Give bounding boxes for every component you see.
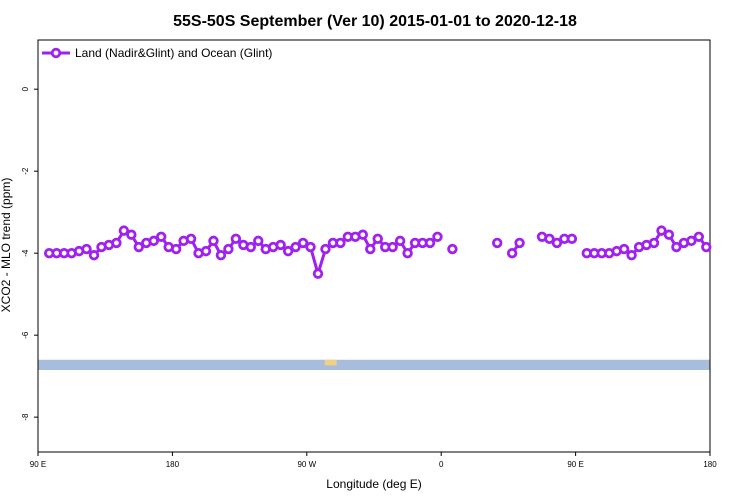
data-point [88,250,100,261]
data-point [372,233,383,245]
data-point [170,243,182,255]
data-point [432,231,443,242]
map-strip-land [324,359,337,366]
data-point [387,241,398,253]
legend-label: Land (Nadir&Glint) and Ocean (Glint) [75,46,272,60]
y-tick-label: -2 [21,167,30,175]
data-point [357,229,368,240]
data-point [148,235,159,247]
data-point [223,243,234,255]
data-point [230,233,242,245]
data-point [618,243,630,255]
data-point [320,243,331,255]
data-point [275,239,286,251]
x-tick-label: 90 E [567,460,583,469]
data-point [663,229,675,240]
y-tick-label: 0 [21,86,30,91]
x-tick-label: 180 [703,460,717,469]
data-point [693,231,704,242]
plot-area: 90 E 180 90 W 0 90 E 180 0 -2 -4 -6 -8 Land (Nadir&… [21,39,717,469]
data-point [245,241,256,253]
x-tick-label: 90 W [297,460,316,469]
data-point [514,237,525,249]
x-tick-label: 180 [166,460,180,469]
data-point [126,229,137,240]
data-point [111,237,122,249]
y-tick-label: -6 [21,331,30,339]
data-point [566,233,578,245]
x-tick-label: 0 [439,460,444,469]
x-axis-label: Longitude (deg E) [326,477,421,491]
data-point [394,235,406,247]
data-point [312,268,324,279]
data-point [297,237,309,249]
data-point [506,247,518,259]
data-point [671,241,682,253]
data-point [424,237,436,249]
y-tick-label: -8 [21,413,30,421]
data-point [447,243,458,255]
data-point [626,250,637,261]
data-point [335,237,346,249]
data-point [701,241,712,253]
data-point [365,243,376,255]
data-point [155,231,167,242]
data-point [551,237,563,249]
data-point [648,237,660,249]
y-axis-label: XCO2 - MLO trend (ppm) [0,178,13,313]
legend-marker [50,47,62,59]
y-tick-label: -4 [21,249,30,257]
data-point [208,235,219,247]
data-point [656,225,667,236]
data-point [185,233,197,245]
data-point [215,250,227,261]
data-point [282,245,294,257]
data-point [253,235,264,247]
data-point [81,243,92,255]
data-point [118,225,130,236]
x-tick-label: 90 E [30,460,46,469]
data-point [492,237,503,249]
data-point [686,235,697,247]
map-strip [38,359,710,371]
data-point [402,247,413,259]
data-point [200,245,212,257]
data-point [305,241,316,253]
data-point [133,241,144,253]
data-point [290,241,301,253]
chart-title: 55S-50S September (Ver 10) 2015-01-01 to… [173,13,577,30]
data-point [544,233,555,245]
